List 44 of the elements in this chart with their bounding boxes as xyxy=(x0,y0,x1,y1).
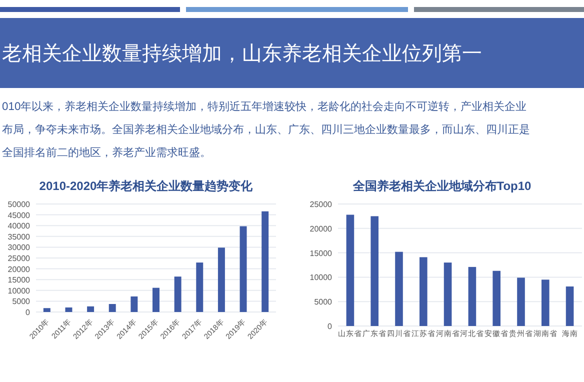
bar xyxy=(240,226,247,312)
bar xyxy=(262,211,269,312)
bar xyxy=(108,304,116,312)
y-tick-label: 10000 xyxy=(8,286,31,296)
chart-title: 全国养老相关企业地域分布Top10 xyxy=(352,179,532,193)
y-tick-label: 5000 xyxy=(314,298,333,307)
text: 全国排名前二的地区，养老产业需求旺盛。 xyxy=(2,146,211,159)
bar xyxy=(87,306,94,312)
bar xyxy=(541,280,550,326)
bar xyxy=(419,257,428,326)
bar xyxy=(517,278,525,326)
y-tick-label: 20000 xyxy=(310,224,333,234)
chart-title: 2010-2020年养老相关企业数量趋势变化 xyxy=(39,179,254,193)
bar xyxy=(566,286,574,326)
y-tick-label: 50000 xyxy=(8,200,31,209)
bar xyxy=(346,214,354,326)
y-tick-label: 25000 xyxy=(310,200,333,209)
text: 010年以来，养老相关企业数量持续增加，特别近五年增速较快，老龄化的社会走向不可逆转，产业相关企业 xyxy=(2,100,527,113)
bar xyxy=(130,296,138,312)
bar xyxy=(395,252,403,326)
bar xyxy=(196,262,204,312)
y-tick-label: 0 xyxy=(26,308,31,317)
y-tick-label: 45000 xyxy=(8,210,31,220)
y-tick-label: 35000 xyxy=(8,232,31,242)
y-tick-label: 10000 xyxy=(310,273,333,282)
y-tick-label: 25000 xyxy=(8,254,31,263)
bar xyxy=(65,307,72,312)
bar xyxy=(152,288,160,312)
text: 布局，争夺未来市场。全国养老相关企业地域分布，山东、广东、四川三地企业数量最多，而山东、四川正是 xyxy=(2,123,530,136)
bar xyxy=(174,276,182,312)
bar xyxy=(370,216,379,326)
text: 老相关企业数量持续增加，山东养老相关企业位列第一 xyxy=(2,43,482,65)
bar xyxy=(492,270,501,326)
y-tick-label: 20000 xyxy=(8,264,31,274)
y-tick-label: 5000 xyxy=(12,297,31,306)
y-tick-label: 0 xyxy=(328,322,333,331)
y-tick-label: 15000 xyxy=(8,276,31,285)
y-tick-label: 30000 xyxy=(8,243,31,252)
bar xyxy=(444,262,452,326)
bar xyxy=(468,266,476,326)
bar xyxy=(43,308,50,312)
bar xyxy=(218,248,225,312)
y-tick-label: 15000 xyxy=(310,248,333,258)
y-tick-label: 40000 xyxy=(8,222,31,231)
